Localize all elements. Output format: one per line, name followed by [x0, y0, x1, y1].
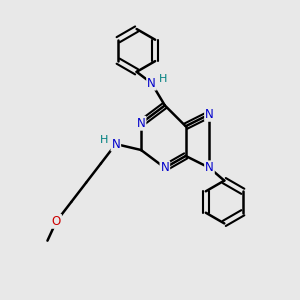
Text: O: O: [52, 215, 61, 228]
Text: N: N: [205, 108, 214, 121]
Text: N: N: [111, 138, 120, 151]
Text: N: N: [205, 161, 214, 174]
Text: N: N: [147, 76, 156, 90]
Text: H: H: [159, 74, 167, 84]
Text: N: N: [160, 161, 169, 174]
Text: H: H: [100, 136, 109, 146]
Text: N: N: [137, 117, 146, 130]
